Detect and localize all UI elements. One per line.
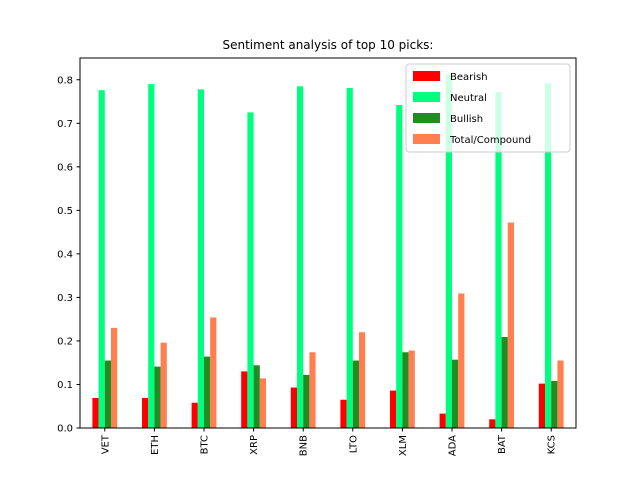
bar-bullish-xrp bbox=[253, 365, 260, 428]
x-tick-label-xlm: XLM bbox=[398, 435, 409, 456]
y-tick-label: 0.8 bbox=[57, 75, 73, 86]
bar-neutral-bnb bbox=[297, 86, 304, 428]
x-tick-label-bat: BAT bbox=[497, 434, 508, 454]
bar-bearish-btc bbox=[191, 402, 198, 428]
bar-neutral-lto bbox=[346, 88, 353, 428]
legend-swatch-bullish bbox=[413, 113, 440, 123]
bar-neutral-bat bbox=[495, 91, 502, 428]
bar-bullish-lto bbox=[352, 360, 359, 428]
bar-total-compound-kcs bbox=[557, 360, 564, 428]
bar-bearish-vet bbox=[92, 397, 99, 428]
bar-total-compound-bat bbox=[507, 222, 514, 428]
x-tick-label-lto: LTO bbox=[348, 435, 359, 453]
bar-bullish-vet bbox=[104, 360, 111, 428]
legend-label: Neutral bbox=[450, 93, 487, 104]
bar-neutral-btc bbox=[197, 89, 204, 428]
bar-total-compound-xrp bbox=[259, 378, 266, 428]
x-tick-label-bnb: BNB bbox=[299, 435, 310, 456]
x-tick-label-kcs: KCS bbox=[547, 435, 558, 454]
x-tick-label-btc: BTC bbox=[200, 435, 211, 454]
y-tick-label: 0.4 bbox=[57, 249, 73, 260]
legend-swatch-total-compound bbox=[413, 134, 440, 144]
bars-group bbox=[92, 74, 564, 429]
y-axis: 0.0 0.1 0.2 0.3 0.4 0.5 0.6 0.7 0.8 bbox=[57, 75, 80, 435]
bar-total-compound-bnb bbox=[309, 352, 316, 428]
y-tick-label: 0.5 bbox=[57, 206, 73, 217]
x-tick-label-eth: ETH bbox=[150, 435, 161, 455]
legend: Bearish Neutral Bullish Total/Compound bbox=[405, 63, 571, 153]
bar-bullish-bnb bbox=[303, 374, 310, 428]
legend-swatch-neutral bbox=[413, 92, 440, 102]
bar-bearish-xlm bbox=[390, 390, 397, 428]
legend-swatch-bearish bbox=[413, 71, 440, 81]
chart-title: Sentiment analysis of top 10 picks: bbox=[223, 38, 434, 52]
x-tick-label-xrp: XRP bbox=[249, 435, 260, 455]
legend-label: Total/Compound bbox=[449, 135, 531, 146]
legend-box bbox=[405, 63, 571, 153]
y-tick-label: 0.3 bbox=[57, 293, 73, 304]
legend-label: Bearish bbox=[450, 72, 488, 83]
x-tick-label-ada: ADA bbox=[448, 435, 459, 456]
bar-neutral-xrp bbox=[247, 112, 254, 428]
y-tick-label: 0.6 bbox=[57, 162, 73, 173]
bar-bearish-bat bbox=[489, 419, 496, 428]
bar-neutral-xlm bbox=[396, 105, 403, 428]
bar-bullish-bat bbox=[501, 337, 508, 428]
bar-bullish-eth bbox=[154, 366, 161, 428]
bar-bearish-ada bbox=[439, 413, 446, 428]
bar-bearish-xrp bbox=[241, 371, 248, 428]
bar-total-compound-ada bbox=[458, 293, 465, 428]
bar-total-compound-vet bbox=[111, 327, 118, 428]
bar-neutral-eth bbox=[148, 84, 155, 429]
plot-frame bbox=[79, 57, 577, 429]
y-tick-label: 0.0 bbox=[57, 424, 73, 435]
bar-bullish-kcs bbox=[551, 380, 558, 428]
bar-bearish-bnb bbox=[290, 387, 297, 428]
bar-bullish-xlm bbox=[402, 352, 409, 428]
bar-bullish-btc bbox=[204, 356, 211, 428]
x-tick-label-vet: VET bbox=[100, 434, 111, 454]
bar-total-compound-lto bbox=[359, 332, 366, 428]
bar-total-compound-xlm bbox=[408, 350, 415, 428]
bar-bearish-kcs bbox=[538, 383, 545, 428]
bar-neutral-kcs bbox=[545, 83, 552, 428]
bar-bearish-lto bbox=[340, 399, 347, 428]
x-axis: VET ETH BTC XRP BNB LTO XLM ADA BAT KCS bbox=[100, 428, 558, 456]
bar-total-compound-btc bbox=[210, 317, 217, 428]
bar-total-compound-eth bbox=[160, 342, 167, 428]
y-tick-label: 0.7 bbox=[57, 119, 73, 130]
bar-bullish-ada bbox=[452, 359, 459, 428]
bar-neutral-vet bbox=[98, 90, 105, 429]
legend-label: Bullish bbox=[450, 114, 483, 125]
bar-neutral-ada bbox=[445, 74, 452, 428]
y-tick-label: 0.2 bbox=[57, 336, 73, 347]
bar-bearish-eth bbox=[142, 397, 149, 428]
y-tick-label: 0.1 bbox=[57, 380, 73, 391]
